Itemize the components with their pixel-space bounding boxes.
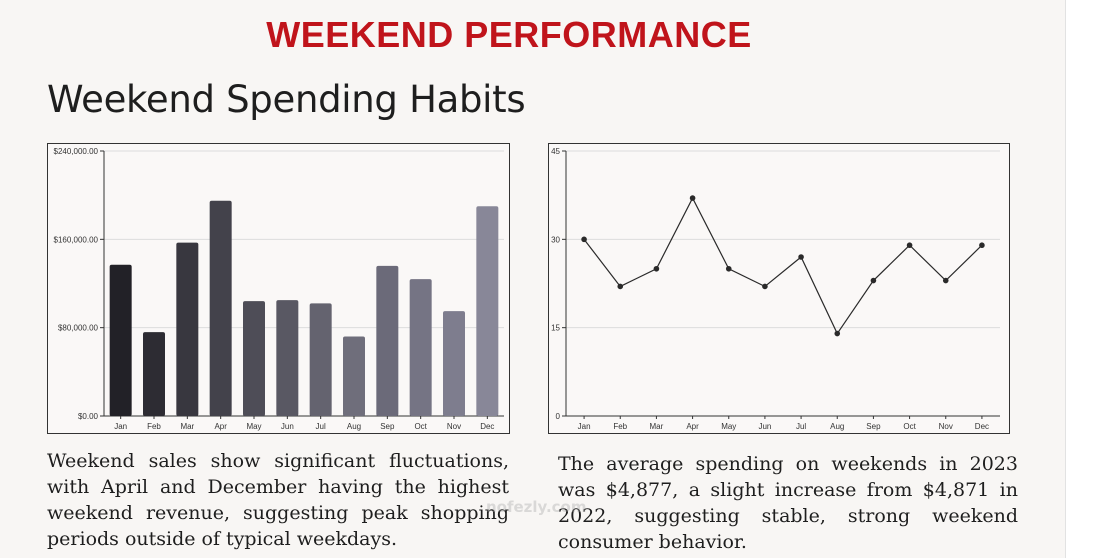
bar <box>176 242 199 416</box>
bar <box>409 279 432 416</box>
x-tick-label: Mar <box>650 422 664 431</box>
bar <box>243 301 265 416</box>
watermark: nofezly.com <box>486 498 587 516</box>
y-tick-label: $160,000.00 <box>54 235 99 244</box>
x-tick-label: Dec <box>480 422 494 431</box>
x-tick-label: Apr <box>686 422 699 431</box>
data-point <box>798 254 804 260</box>
line-chart-svg: 0 15 30 45 Jan Feb Mar Apr May Jun Jul Aug Sep Oct Nov… <box>551 147 1000 431</box>
x-tick-label: Jan <box>578 422 591 431</box>
x-tick-label: Jun <box>281 422 294 431</box>
bar <box>476 206 499 416</box>
line-chart: 0 15 30 45 Jan Feb Mar Apr May Jun Jul Aug Sep Oct Nov… <box>548 143 1010 434</box>
x-tick-label: Feb <box>147 422 161 431</box>
y-tick-label: 45 <box>551 147 560 156</box>
bar-chart: $0.00 $80,000.00 $160,000.00 $240,000.00 Jan… <box>47 143 510 434</box>
y-tick-label: $80,000.00 <box>58 324 99 333</box>
data-point <box>942 277 949 284</box>
x-tick-label: Apr <box>214 422 227 431</box>
x-tick-label: Oct <box>903 422 916 431</box>
x-tick-label: May <box>246 422 261 431</box>
data-point <box>762 283 768 290</box>
x-tick-label: Dec <box>975 422 989 431</box>
page-heading: Weekend Spending Habits <box>47 78 526 121</box>
data-point <box>834 330 841 337</box>
line-chart-caption: The average spending on weekends in 2023… <box>558 453 1018 553</box>
data-point <box>906 242 913 249</box>
data-point <box>653 265 660 272</box>
series-line <box>583 196 983 335</box>
x-tick-label: Mar <box>180 422 194 431</box>
bar <box>143 332 165 416</box>
bar <box>343 336 365 416</box>
y-tick-label: 30 <box>551 235 560 244</box>
x-tick-label: Oct <box>414 422 427 431</box>
x-tick-label: Feb <box>613 422 627 431</box>
bar <box>443 311 465 416</box>
scrollbar-track[interactable] <box>1065 0 1099 558</box>
data-point <box>689 195 696 201</box>
x-tick-label: Nov <box>939 422 953 431</box>
y-tick-label: $240,000.00 <box>54 147 99 156</box>
x-tick-label: Jun <box>758 422 771 431</box>
x-tick-label: Nov <box>447 422 461 431</box>
bar <box>376 265 399 416</box>
data-point <box>870 277 877 284</box>
x-tick-label: Sep <box>380 422 395 431</box>
data-point <box>979 242 985 249</box>
data-point <box>617 283 624 290</box>
x-tick-label: Sep <box>866 422 881 431</box>
bar-chart-caption: Weekend sales show significant fluctuati… <box>47 450 509 550</box>
bar <box>109 264 132 416</box>
y-tick-label: 15 <box>551 324 560 333</box>
x-tick-label: Aug <box>830 422 844 431</box>
bar-chart-svg: $0.00 $80,000.00 $160,000.00 $240,000.00 Jan… <box>54 147 504 431</box>
x-tick-label: Jul <box>796 422 806 431</box>
data-point <box>581 236 587 243</box>
data-point <box>725 265 732 272</box>
x-tick-label: Jul <box>316 422 326 431</box>
x-tick-label: Aug <box>347 422 361 431</box>
y-tick-label: 0 <box>556 412 561 421</box>
x-tick-label: Jan <box>114 422 127 431</box>
bar <box>209 200 232 416</box>
y-tick-label: $0.00 <box>78 412 99 421</box>
x-tick-label: May <box>721 422 736 431</box>
bar <box>309 303 332 416</box>
bar <box>276 300 299 416</box>
banner-title: WEEKEND PERFORMANCE <box>266 14 752 55</box>
